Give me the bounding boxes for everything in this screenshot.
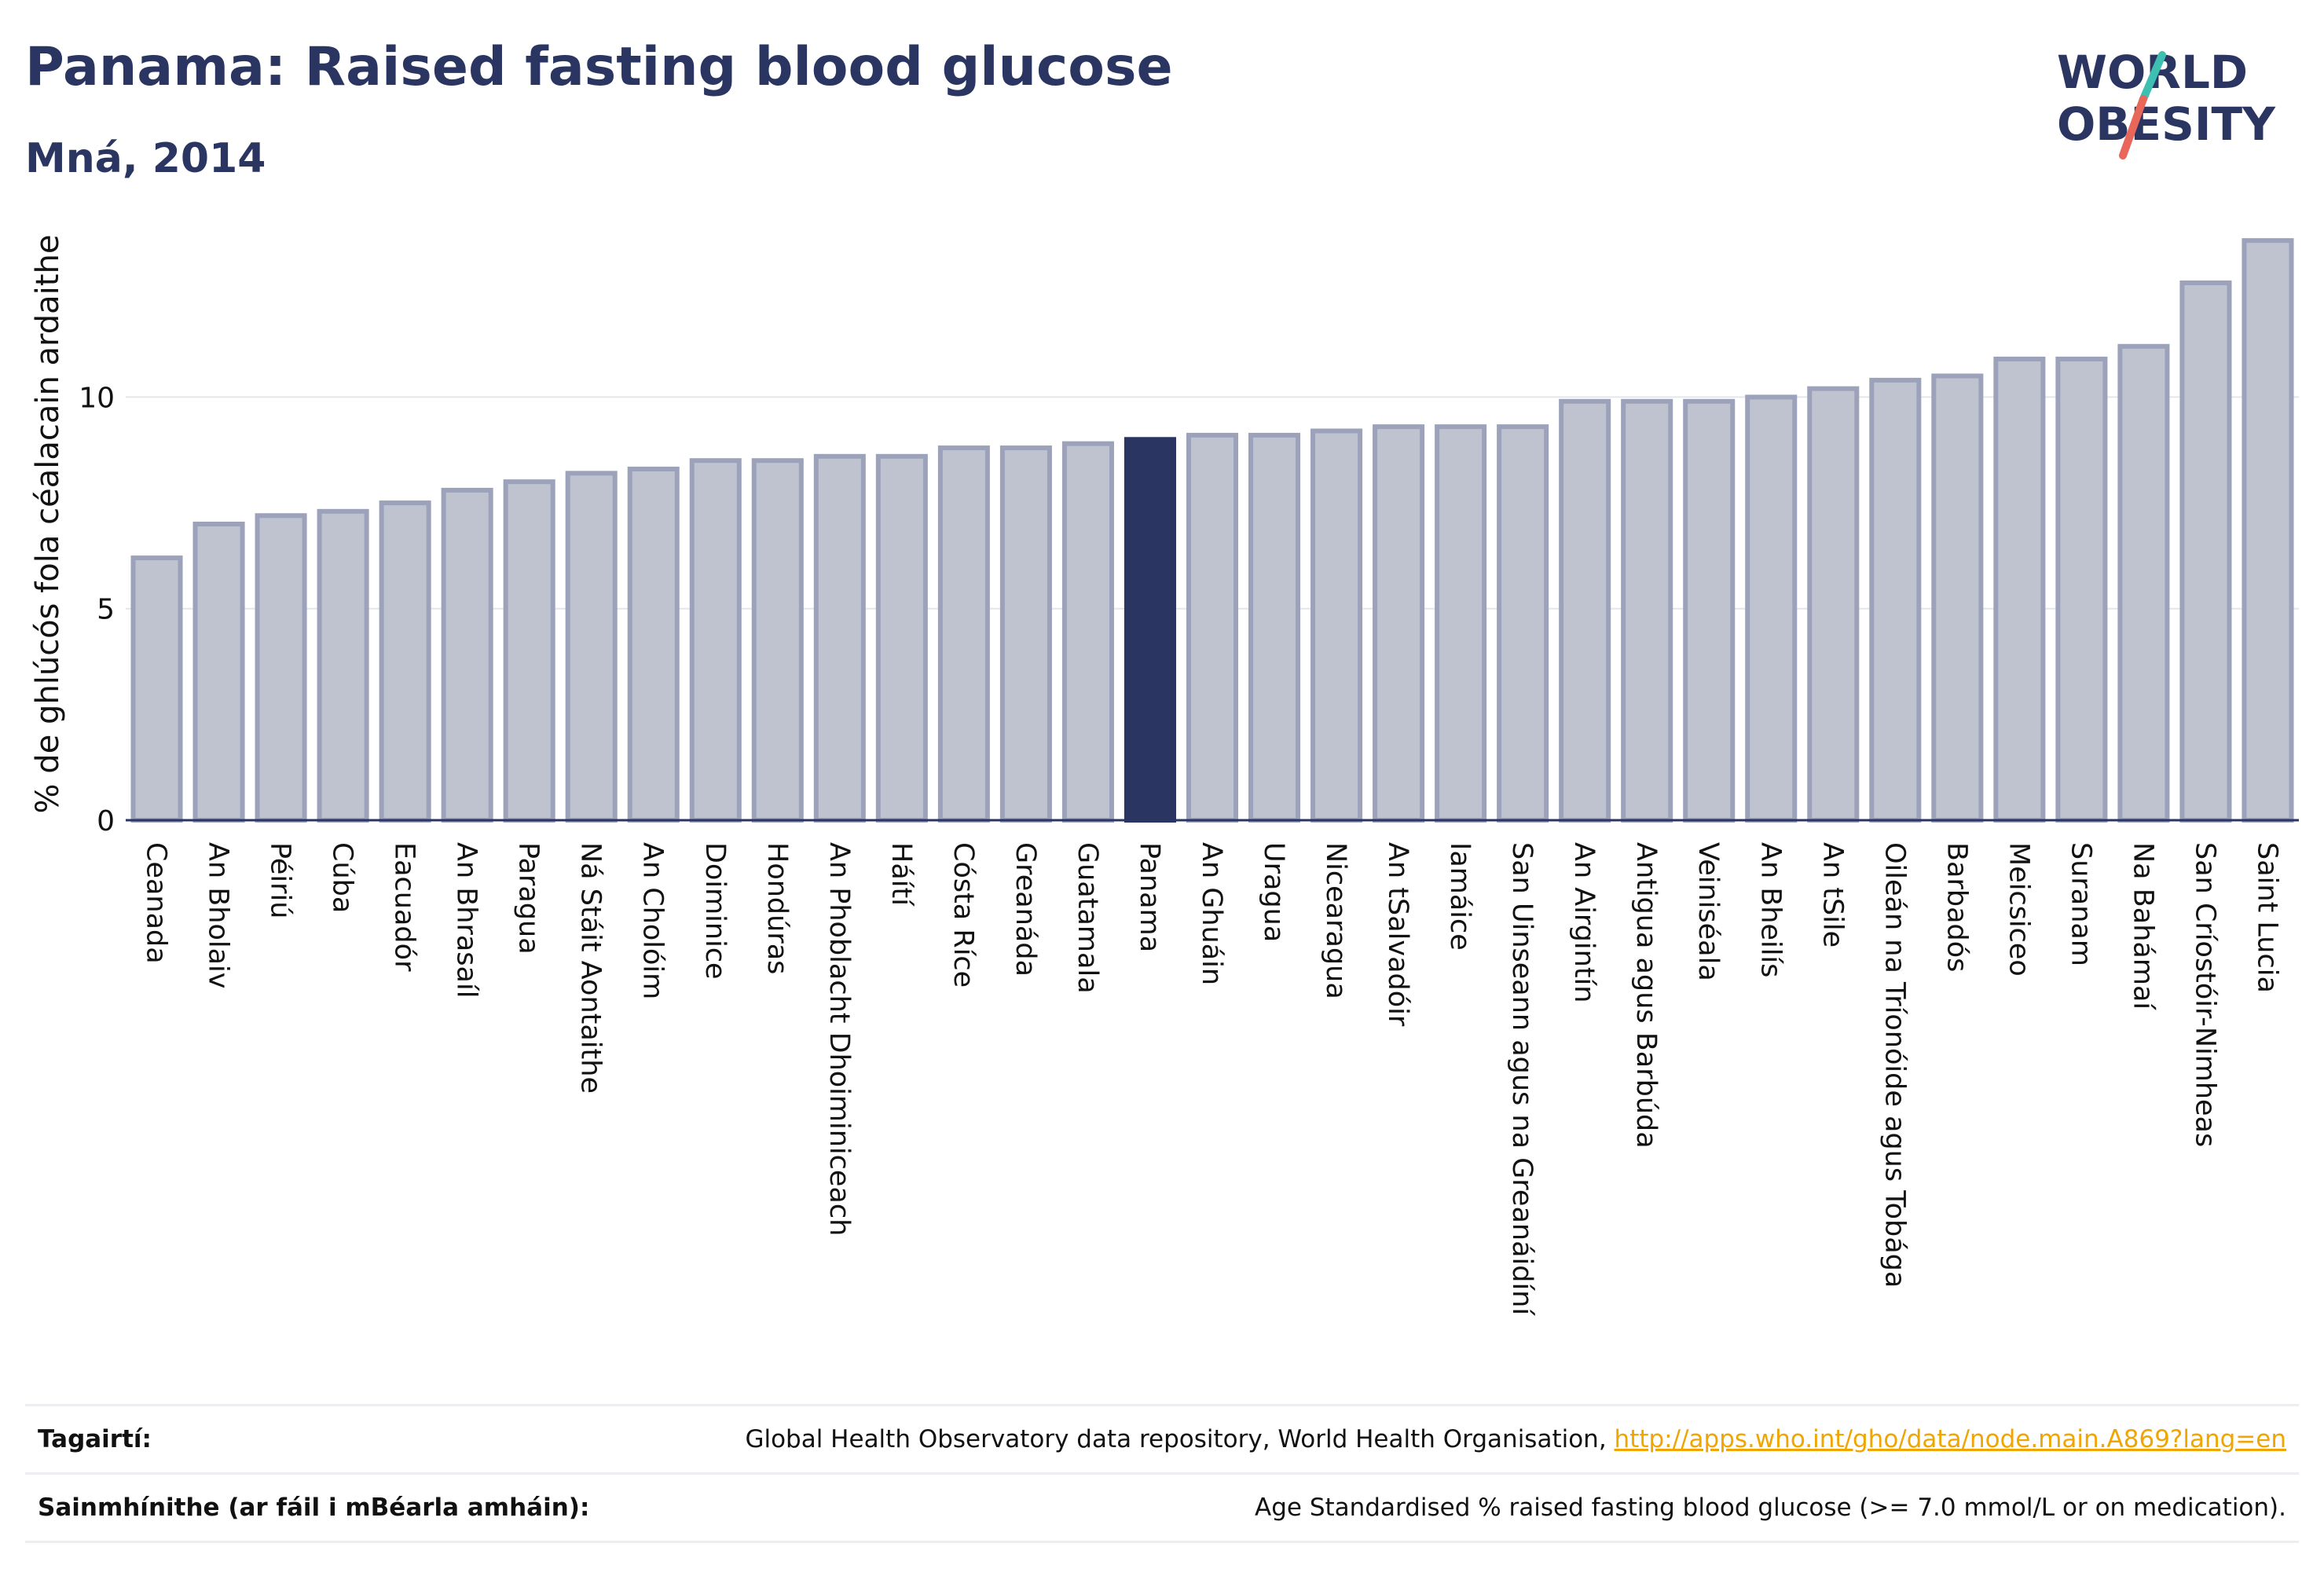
x-tick-label: Saint Lucia <box>2251 842 2282 993</box>
x-tick-label: Ná Stáit Aontaithe <box>575 842 607 1094</box>
x-tick-label: Suranam <box>2065 842 2096 966</box>
y-tick-label: 5 <box>97 594 115 626</box>
definitions-label: Sainmhínithe (ar fáil i mBéarla amháin): <box>38 1494 590 1522</box>
bar-30 <box>1931 373 1984 823</box>
x-tick-label: San Uinseann agus na Greanáidíní <box>1506 842 1538 1316</box>
bar-10 <box>689 458 742 823</box>
bar-11 <box>751 458 804 823</box>
x-tick-label: Nicearagua <box>1320 842 1351 999</box>
bar-31 <box>1993 356 2046 823</box>
x-tick-label: Eacuadór <box>389 842 420 972</box>
y-tick-label: 10 <box>79 382 115 414</box>
y-tick-label: 0 <box>97 805 115 837</box>
x-tick-label: An Bholaiv <box>203 842 234 988</box>
bar-23 <box>1497 424 1549 823</box>
x-tick-label: Veiniséala <box>1692 842 1724 981</box>
x-tick-label: Barbadós <box>1941 842 1972 972</box>
sources-link[interactable]: http://apps.who.int/gho/data/node.main.A… <box>1614 1425 2286 1453</box>
bar-24 <box>1559 398 1611 823</box>
definitions-row: Sainmhínithe (ar fáil i mBéarla amháin):… <box>25 1472 2299 1543</box>
x-tick-label: Cúba <box>327 842 358 913</box>
bar-35 <box>2242 238 2294 823</box>
x-tick-label: Ceanada <box>141 842 172 964</box>
bar-9 <box>627 466 680 823</box>
bar-15 <box>999 445 1052 823</box>
bar-12 <box>813 453 866 823</box>
x-tick-label: Na Bahámaí <box>2127 842 2158 1010</box>
x-tick-label: Hondúras <box>761 842 793 974</box>
bar-26 <box>1683 398 1736 823</box>
x-tick-label: An Bheilís <box>1754 842 1786 977</box>
bar-29 <box>1869 377 1922 823</box>
x-tick-label: An Cholóim <box>637 842 669 999</box>
x-tick-label: An tSile <box>1816 842 1848 947</box>
x-tick-label: Paragua <box>513 842 544 955</box>
x-tick-label: Doiminice <box>699 842 731 980</box>
bar-2 <box>192 522 245 823</box>
x-tick-label: Uragua <box>1258 842 1289 942</box>
bar-33 <box>2117 343 2170 823</box>
x-tick-label: Oileán na Tríonóide agus Tobága <box>1879 842 1910 1288</box>
bar-28 <box>1807 386 1860 823</box>
bar-1 <box>130 555 183 823</box>
x-tick-label: Háítí <box>885 842 917 907</box>
sources-row: Tagairtí: Global Health Observatory data… <box>25 1404 2299 1472</box>
bar-4 <box>317 508 369 823</box>
logo-slash-bottom <box>2119 95 2147 159</box>
x-tick-label: An Airgintín <box>1568 842 1600 1002</box>
x-tick-label: Péiriú <box>265 842 296 918</box>
x-tick-label: Guatamala <box>1072 842 1103 994</box>
y-axis-label: % de ghlúcós fola céalacain ardaithe <box>30 235 66 814</box>
sources-label: Tagairtí: <box>38 1425 152 1453</box>
logo-line-2: OBESITY <box>2057 97 2276 151</box>
x-tick-label: An Phoblacht Dhoiminiceach <box>823 842 855 1236</box>
bar-13 <box>875 453 928 823</box>
x-tick-label: Greanáda <box>1010 842 1041 977</box>
x-tick-label: San Críostóir-Nimheas <box>2189 842 2220 1147</box>
bar-32 <box>2055 356 2108 823</box>
bar-8 <box>565 471 618 823</box>
references-table: Tagairtí: Global Health Observatory data… <box>25 1404 2299 1543</box>
sources-value: Global Health Observatory data repositor… <box>745 1425 2286 1453</box>
page-subtitle: Mná, 2014 <box>25 135 266 182</box>
x-tick-label: Meicsiceo <box>2003 842 2034 977</box>
bar-20 <box>1310 428 1363 823</box>
sources-text: Global Health Observatory data repositor… <box>745 1425 1615 1453</box>
bar-34 <box>2179 280 2232 823</box>
bar-22 <box>1435 424 1487 823</box>
bar-19 <box>1248 432 1301 823</box>
bar-5 <box>379 500 431 823</box>
world-obesity-logo: WORLD OBESITY <box>2057 46 2276 159</box>
x-tick-label: Panama <box>1134 842 1165 952</box>
x-tick-label: An Ghuáin <box>1196 842 1227 985</box>
logo-slash-top <box>2139 51 2166 103</box>
bar-chart: 0 5 10 % de ghlúcós fola céalacain ardaithe… <box>30 235 2299 1316</box>
bar-18 <box>1186 432 1239 823</box>
bar-3 <box>255 513 307 823</box>
x-tick-label: An Bhrasaíl <box>451 842 482 998</box>
definitions-value: Age Standardised % raised fasting blood … <box>1255 1494 2286 1522</box>
bar-27 <box>1745 394 1798 823</box>
x-tick-label: An tSalvadóir <box>1382 842 1413 1027</box>
bar-17 <box>1124 437 1177 823</box>
x-tick-label: Antigua agus Barbúda <box>1630 842 1662 1149</box>
x-tick-label: Cósta Ríce <box>948 842 979 988</box>
bar-16 <box>1061 441 1114 823</box>
bar-21 <box>1373 424 1425 823</box>
bar-14 <box>937 445 990 823</box>
bar-6 <box>441 487 493 823</box>
x-tick-label: Iamáice <box>1444 842 1475 951</box>
page-title: Panama: Raised fasting blood glucose <box>25 36 1173 98</box>
bar-7 <box>503 479 555 823</box>
bar-25 <box>1621 398 1673 823</box>
